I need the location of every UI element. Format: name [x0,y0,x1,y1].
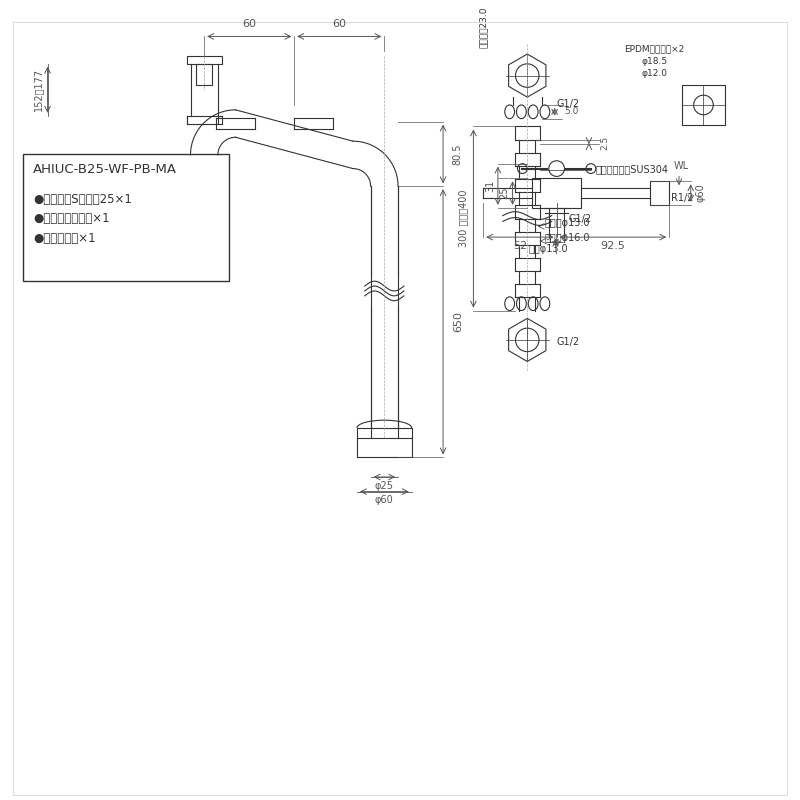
Text: 谷外径φ13.0: 谷外径φ13.0 [545,218,590,228]
Text: 六角対辺23.0: 六角対辺23.0 [478,6,488,48]
Text: φ60: φ60 [696,184,706,202]
Text: R1/2: R1/2 [671,193,694,203]
Text: WL: WL [674,161,690,170]
Text: 152～177: 152～177 [33,68,42,111]
Text: φ25: φ25 [375,481,394,490]
Bar [682,86,725,125]
Text: G1/2: G1/2 [557,99,580,109]
Bar [650,182,670,205]
Bar [532,178,581,208]
Text: 60: 60 [242,18,256,29]
Text: 31: 31 [485,179,495,192]
Text: 2.5: 2.5 [601,136,610,150]
Bar [23,154,229,281]
Text: φ60: φ60 [375,495,394,506]
Text: EPDMパッキン×2: EPDMパッキン×2 [624,44,685,53]
Bar [196,64,212,86]
Text: 山外径φ16.0: 山外径φ16.0 [545,233,590,243]
Text: 5.0: 5.0 [565,107,579,116]
Text: フレキパイプSUS304: フレキパイプSUS304 [596,165,669,174]
Bar [186,56,222,64]
Text: φ18.5: φ18.5 [642,57,667,66]
Text: ●丸鉢無しSトラデ25×1: ●丸鉢無しSトラデ25×1 [33,193,132,206]
Text: ●アングル止水栓×1: ●アングル止水栓×1 [33,213,110,226]
Bar [357,428,412,438]
Text: AHIUC-B25-WF-PB-MA: AHIUC-B25-WF-PB-MA [33,163,177,177]
Text: 52: 52 [513,241,527,251]
Text: 92.5: 92.5 [601,241,626,251]
Text: G1/2: G1/2 [568,214,591,225]
Text: 300 または400: 300 または400 [458,190,469,247]
Text: 80.5: 80.5 [453,143,462,165]
Text: G1/2: G1/2 [557,337,580,346]
Text: φ12.0: φ12.0 [642,69,667,78]
Text: 内径φ13.0: 内径φ13.0 [529,244,569,254]
Text: 60: 60 [332,18,346,29]
Text: 25: 25 [500,187,510,199]
Text: 650: 650 [453,311,462,332]
Text: ●給水ホース×1: ●給水ホース×1 [33,232,95,245]
